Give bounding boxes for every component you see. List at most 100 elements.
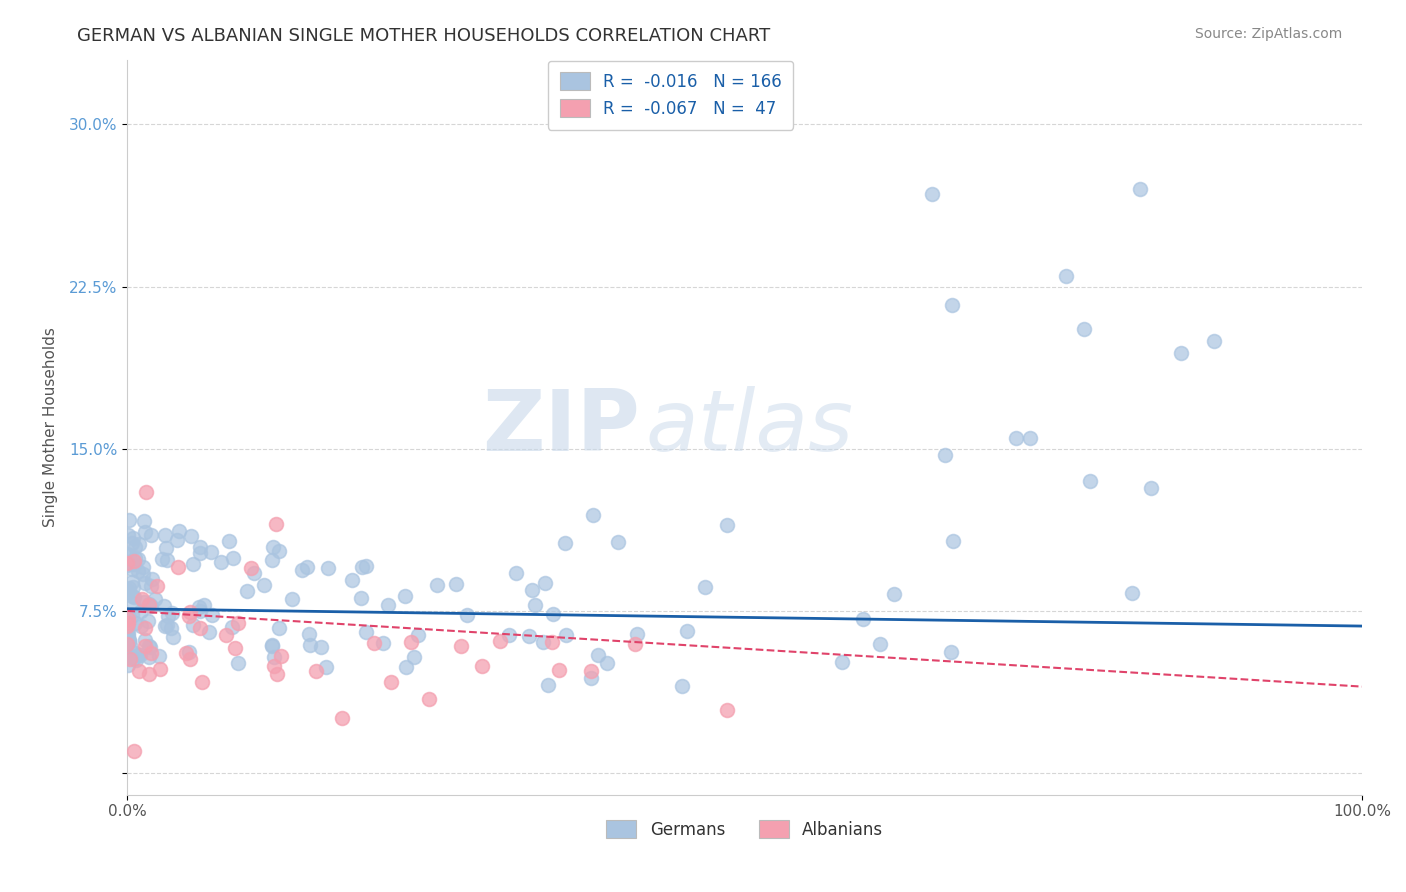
Point: [1080, 474, 1102, 488]
Point: [125, 653, 148, 667]
Point: [148, 648, 170, 663]
Point: [117, 649, 139, 664]
Point: [534, 575, 557, 590]
Point: [136, 614, 159, 628]
Point: [117, 582, 139, 597]
Point: [394, 660, 416, 674]
Point: [1129, 182, 1152, 196]
Point: [852, 612, 875, 626]
Point: [921, 186, 943, 201]
Point: [311, 640, 333, 654]
Point: [607, 535, 630, 549]
Y-axis label: Single Mother Households: Single Mother Households: [44, 327, 58, 527]
Point: [117, 633, 139, 648]
Point: [169, 524, 191, 538]
Point: [157, 608, 180, 623]
Point: [188, 621, 211, 635]
Point: [174, 646, 197, 660]
Point: [141, 528, 163, 542]
Point: [166, 533, 188, 547]
Point: [139, 640, 162, 655]
Point: [554, 535, 576, 549]
Point: [239, 560, 262, 574]
Point: [582, 508, 605, 523]
Point: [330, 711, 353, 725]
Point: [266, 667, 288, 681]
Point: [150, 552, 173, 566]
Point: [869, 637, 891, 651]
Text: ZIP: ZIP: [482, 385, 640, 468]
Point: [363, 636, 385, 650]
Point: [624, 637, 647, 651]
Point: [153, 599, 176, 613]
Point: [138, 666, 160, 681]
Point: [831, 655, 853, 669]
Point: [942, 534, 965, 549]
Point: [141, 599, 163, 613]
Point: [522, 582, 544, 597]
Point: [128, 537, 150, 551]
Point: [177, 645, 200, 659]
Point: [146, 579, 169, 593]
Text: atlas: atlas: [645, 385, 853, 468]
Point: [156, 552, 179, 566]
Point: [139, 646, 162, 660]
Point: [304, 664, 326, 678]
Point: [1170, 346, 1192, 360]
Point: [121, 535, 143, 549]
Point: [1202, 334, 1225, 348]
Point: [129, 604, 152, 618]
Point: [531, 635, 554, 649]
Point: [179, 606, 201, 620]
Point: [596, 656, 619, 670]
Point: [118, 548, 141, 562]
Point: [671, 680, 693, 694]
Point: [180, 529, 202, 543]
Point: [267, 621, 290, 635]
Point: [120, 556, 142, 570]
Point: [934, 448, 956, 462]
Point: [124, 540, 146, 554]
Point: [581, 671, 603, 685]
Point: [941, 298, 963, 312]
Point: [155, 528, 177, 542]
Point: [260, 638, 283, 652]
Point: [117, 555, 139, 569]
Point: [1073, 322, 1095, 336]
Point: [135, 485, 157, 500]
Point: [131, 592, 153, 607]
Point: [537, 678, 560, 692]
Point: [138, 650, 160, 665]
Point: [394, 589, 416, 603]
Point: [226, 615, 249, 630]
Point: [134, 524, 156, 539]
Point: [131, 618, 153, 632]
Point: [190, 545, 212, 559]
Point: [941, 645, 963, 659]
Point: [117, 610, 139, 624]
Point: [117, 619, 139, 633]
Point: [270, 648, 292, 663]
Point: [122, 553, 145, 567]
Point: [162, 630, 184, 644]
Point: [128, 665, 150, 679]
Point: [132, 560, 155, 574]
Point: [354, 558, 377, 573]
Point: [117, 635, 139, 649]
Point: [579, 664, 602, 678]
Point: [1005, 431, 1028, 445]
Point: [354, 625, 377, 640]
Point: [122, 596, 145, 610]
Point: [1121, 586, 1143, 600]
Point: [1019, 431, 1042, 445]
Point: [426, 578, 449, 592]
Point: [134, 633, 156, 648]
Point: [117, 648, 139, 662]
Point: [139, 579, 162, 593]
Point: [505, 566, 527, 580]
Point: [218, 533, 240, 548]
Point: [489, 633, 512, 648]
Point: [198, 625, 221, 640]
Point: [124, 615, 146, 630]
Point: [402, 649, 425, 664]
